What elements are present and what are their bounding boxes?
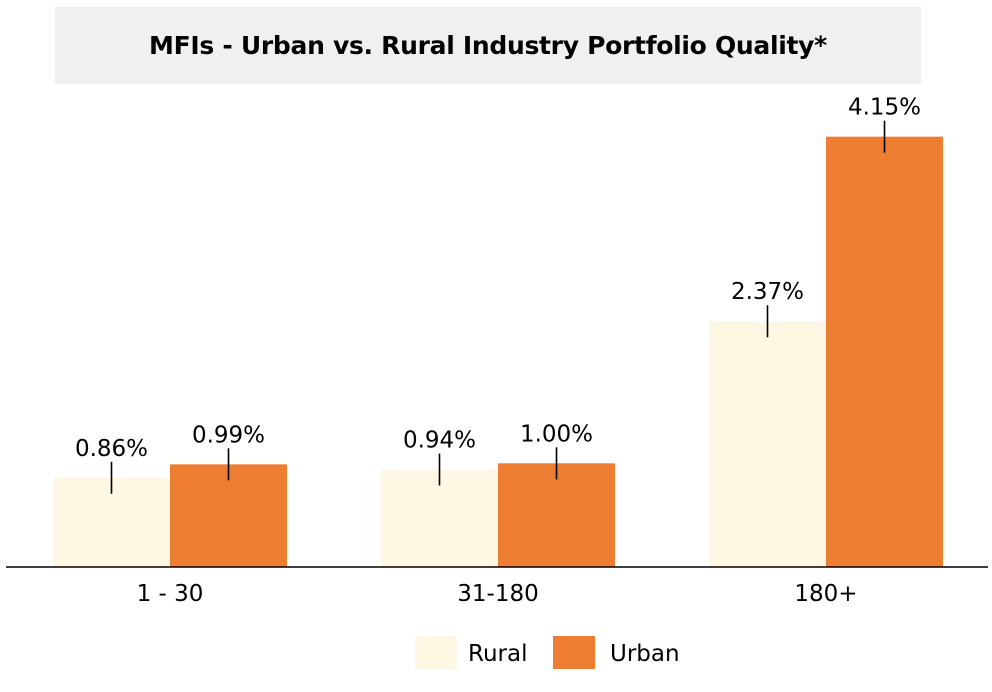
bar-urban-2 (826, 136, 943, 568)
x-tick-label-0: 1 - 30 (137, 581, 204, 607)
chart-title: MFIs - Urban vs. Rural Industry Portfoli… (149, 31, 827, 60)
x-tick-label-1: 31-180 (457, 581, 538, 607)
labels-layer: 0.86% 0.99% 0.94% 1.00% 2.37% 4.15% (75, 95, 921, 494)
bar-urban-1 (498, 463, 615, 567)
data-label-rural-1: 0.94% (403, 428, 476, 454)
x-tick-labels: 1 - 30 31-180 180+ (137, 581, 858, 607)
legend-item-rural: Rural (415, 636, 527, 669)
data-label-urban-2: 4.15% (848, 95, 921, 121)
legend-label-rural: Rural (468, 641, 527, 667)
legend-swatch-urban (553, 636, 595, 669)
bar-rural-2 (709, 321, 826, 567)
data-label-rural-0: 0.86% (75, 436, 148, 462)
data-label-urban-0: 0.99% (192, 422, 265, 448)
legend-label-urban: Urban (610, 641, 680, 667)
x-tick-label-2: 180+ (794, 581, 857, 607)
legend: Rural Urban (415, 636, 680, 669)
data-label-urban-1: 1.00% (520, 421, 593, 447)
bar-urban-0 (170, 464, 287, 567)
data-label-rural-2: 2.37% (731, 279, 804, 305)
legend-item-urban: Urban (553, 636, 680, 669)
bar-rural-1 (381, 469, 498, 567)
bars-layer (53, 136, 943, 568)
legend-swatch-rural (415, 636, 457, 669)
chart-title-box: MFIs - Urban vs. Rural Industry Portfoli… (55, 7, 921, 84)
